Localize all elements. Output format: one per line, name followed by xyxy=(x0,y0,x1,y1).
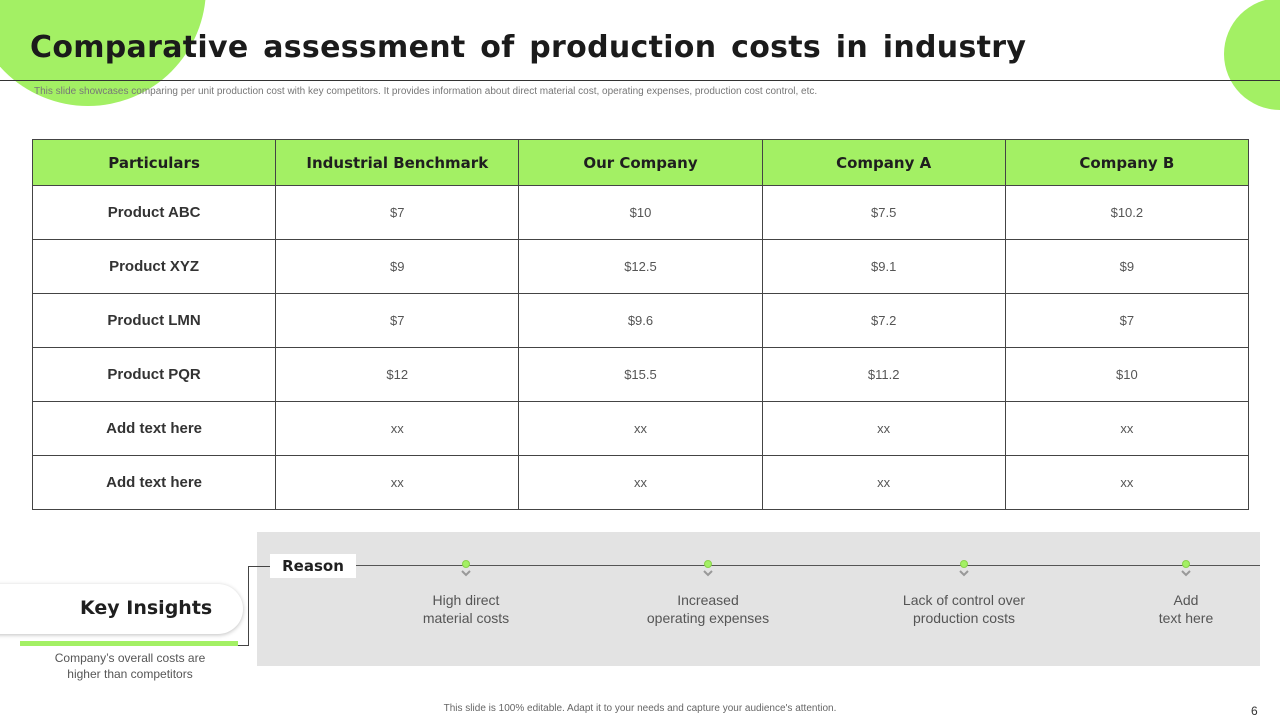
reason-item-text: High direct material costs xyxy=(422,592,510,626)
reason-panel xyxy=(257,532,1260,666)
title-divider xyxy=(0,80,1280,81)
slide-footer: This slide is 100% editable. Adapt it to… xyxy=(443,703,837,714)
table-cell: $7 xyxy=(1004,293,1250,348)
table-cell: $9 xyxy=(275,239,520,294)
table-cell: $10 xyxy=(518,185,763,240)
table-row-label: Add text here xyxy=(31,455,277,510)
column-header-our-company: Our Company xyxy=(518,139,763,186)
table-row: Product ABC $7 $10 $7.5 $10.2 xyxy=(31,185,1250,240)
table-cell: $15.5 xyxy=(518,347,763,402)
key-insights-text: Company’s overall costs are higher than c… xyxy=(54,651,206,681)
table-cell: xx xyxy=(275,401,520,456)
insights-connector xyxy=(236,645,249,646)
slide-subtitle: This slide showcases comparing per unit … xyxy=(34,86,818,97)
table-cell: $9.6 xyxy=(518,293,763,348)
table-cell: xx xyxy=(275,455,520,510)
table-row-label: Product ABC xyxy=(31,185,277,240)
reason-label: Reason xyxy=(270,554,356,578)
table-row-label: Product PQR xyxy=(31,347,277,402)
reason-item-text: Lack of control over production costs xyxy=(902,592,1026,626)
timeline-dot-icon xyxy=(960,560,968,568)
reason-timeline-line xyxy=(356,565,1260,566)
table-row: Add text here xx xx xx xx xyxy=(31,455,1250,510)
column-header-particulars: Particulars xyxy=(31,139,277,186)
table-row-label: Product LMN xyxy=(31,293,277,348)
table-cell: $9.1 xyxy=(761,239,1006,294)
column-header-industrial-benchmark: Industrial Benchmark xyxy=(275,139,520,186)
column-header-company-a: Company A xyxy=(761,139,1006,186)
table-cell: xx xyxy=(761,401,1006,456)
reason-item-text: Add text here xyxy=(1158,592,1214,626)
timeline-dot-icon xyxy=(462,560,470,568)
table-cell: xx xyxy=(761,455,1006,510)
decorative-circle-top-right xyxy=(1224,0,1280,110)
table-cell: xx xyxy=(1004,455,1250,510)
table-row: Product XYZ $9 $12.5 $9.1 $9 xyxy=(31,239,1250,294)
reason-item: Increased operating expenses xyxy=(618,560,798,627)
table-cell: $12.5 xyxy=(518,239,763,294)
table-cell: $10.2 xyxy=(1004,185,1250,240)
table-cell: xx xyxy=(1004,401,1250,456)
table-cell: xx xyxy=(518,455,763,510)
page-number: 6 xyxy=(1251,704,1258,718)
table-row: Product LMN $7 $9.6 $7.2 $7 xyxy=(31,293,1250,348)
column-header-company-b: Company B xyxy=(1004,139,1250,186)
table-row: Product PQR $12 $15.5 $11.2 $10 xyxy=(31,347,1250,402)
table-cell: $7.2 xyxy=(761,293,1006,348)
table-cell: $7.5 xyxy=(761,185,1006,240)
key-insights-accent-bar xyxy=(20,641,238,646)
key-insights-box xyxy=(0,584,243,634)
chevron-down-icon xyxy=(703,570,713,577)
table-cell: $12 xyxy=(275,347,520,402)
table-cell: $10 xyxy=(1004,347,1250,402)
chevron-down-icon xyxy=(959,570,969,577)
table-row: Add text here xx xx xx xx xyxy=(31,401,1250,456)
table-header-row: Particulars Industrial Benchmark Our Com… xyxy=(31,139,1250,186)
insights-connector xyxy=(248,566,270,567)
key-insights-title: Key Insights xyxy=(80,597,213,619)
reason-item: Add text here xyxy=(1096,560,1276,627)
table-cell: $7 xyxy=(275,293,520,348)
table-cell: $7 xyxy=(275,185,520,240)
timeline-dot-icon xyxy=(1182,560,1190,568)
table-row-label: Product XYZ xyxy=(31,239,277,294)
table-cell: xx xyxy=(518,401,763,456)
table-row-label: Add text here xyxy=(31,401,277,456)
cost-comparison-table: Particulars Industrial Benchmark Our Com… xyxy=(31,139,1250,510)
reason-item-text: Increased operating expenses xyxy=(646,592,770,626)
reason-item: High direct material costs xyxy=(376,560,556,627)
chevron-down-icon xyxy=(461,570,471,577)
reason-item: Lack of control over production costs xyxy=(874,560,1054,627)
page-title: Comparative assessment of production cos… xyxy=(30,30,1027,65)
table-cell: $11.2 xyxy=(761,347,1006,402)
table-cell: $9 xyxy=(1004,239,1250,294)
timeline-dot-icon xyxy=(704,560,712,568)
insights-connector xyxy=(248,566,249,646)
chevron-down-icon xyxy=(1181,570,1191,577)
